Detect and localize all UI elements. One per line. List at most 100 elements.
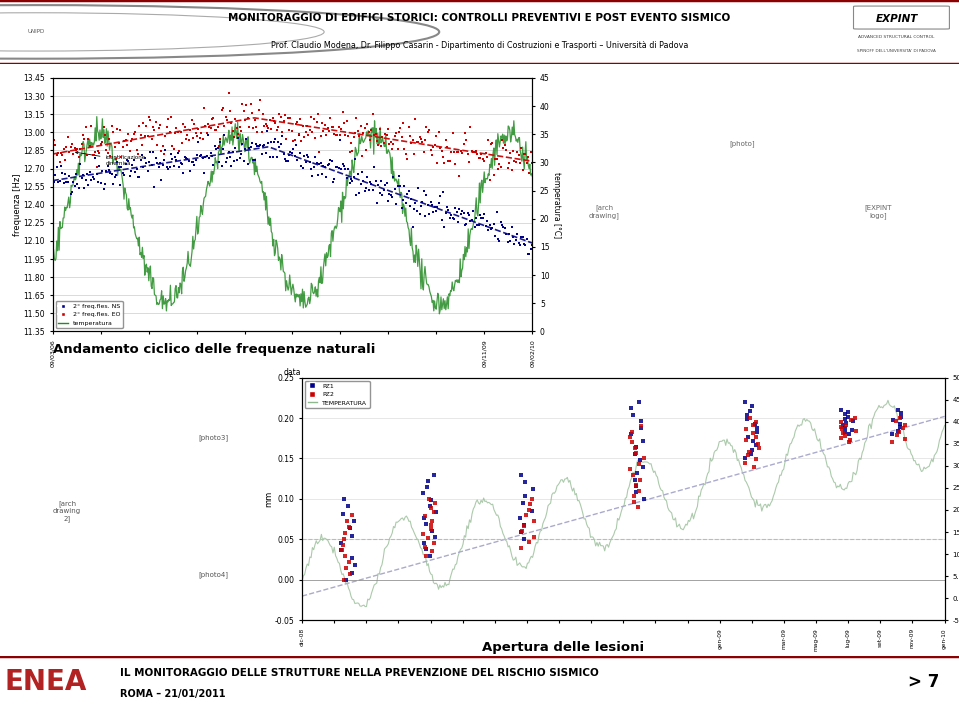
Point <box>422 124 437 135</box>
Point <box>458 218 474 230</box>
Point <box>414 196 430 208</box>
Point <box>130 171 146 182</box>
Point <box>631 396 646 408</box>
Point <box>160 164 175 175</box>
Point <box>457 127 473 138</box>
Point <box>302 157 317 168</box>
Point <box>460 148 476 160</box>
Point <box>504 164 520 176</box>
Point <box>477 155 492 167</box>
Point <box>457 220 473 231</box>
Point <box>67 180 82 191</box>
Point <box>410 137 426 148</box>
Point <box>362 184 377 195</box>
Point <box>338 551 353 562</box>
Point <box>313 130 328 142</box>
Point <box>64 138 80 150</box>
Point <box>255 140 270 151</box>
Point <box>433 215 449 226</box>
Point <box>475 153 490 164</box>
Point <box>484 222 500 233</box>
Text: [photo]: [photo] <box>729 140 755 147</box>
Point <box>442 155 457 167</box>
Point <box>309 117 324 128</box>
Point <box>424 502 439 513</box>
Point <box>378 128 393 140</box>
Text: [arch
drawing]: [arch drawing] <box>589 205 620 219</box>
Point <box>258 147 273 159</box>
Point <box>273 139 289 150</box>
Point <box>296 150 312 162</box>
Point <box>162 161 177 172</box>
Point <box>109 123 125 135</box>
Point <box>522 167 537 179</box>
Point <box>46 134 61 145</box>
Point <box>128 166 143 177</box>
Point <box>191 136 206 147</box>
Point <box>194 127 209 138</box>
Point <box>634 415 649 427</box>
Point <box>290 116 305 128</box>
Point <box>893 418 908 430</box>
Point <box>486 169 502 181</box>
Point <box>426 469 441 481</box>
Text: [photo3]: [photo3] <box>199 434 228 441</box>
Point <box>845 424 860 435</box>
Point <box>344 530 360 542</box>
Point <box>891 426 906 437</box>
Point <box>102 133 117 145</box>
Point <box>274 130 290 141</box>
Point <box>626 496 642 508</box>
Point <box>87 147 103 158</box>
Point <box>177 121 193 133</box>
Point <box>737 396 753 408</box>
Point <box>106 142 122 153</box>
Point <box>93 178 108 189</box>
Point <box>417 134 433 145</box>
Point <box>338 164 353 175</box>
Point <box>159 162 175 173</box>
Point <box>207 140 222 151</box>
Point <box>630 467 645 479</box>
Point <box>252 95 268 106</box>
Point <box>291 129 306 140</box>
Point <box>163 111 178 123</box>
Point <box>458 135 474 146</box>
Point <box>463 215 479 226</box>
Point <box>276 116 292 127</box>
Point <box>892 422 907 433</box>
Point <box>631 485 646 496</box>
Point <box>332 135 347 146</box>
Point <box>134 150 150 161</box>
Point <box>102 164 117 176</box>
Point <box>423 196 438 208</box>
Point <box>446 146 461 157</box>
Point <box>76 169 91 181</box>
Point <box>315 117 330 128</box>
Point <box>349 189 364 201</box>
Text: [arch
drawing
2]: [arch drawing 2] <box>53 501 82 522</box>
Point <box>258 118 273 130</box>
Point <box>357 185 372 196</box>
Point <box>448 202 463 213</box>
Point <box>414 136 430 147</box>
Point <box>339 574 354 586</box>
Point <box>366 129 382 140</box>
Point <box>56 177 71 189</box>
Point <box>248 121 264 133</box>
Point <box>95 136 110 147</box>
Point <box>402 201 417 212</box>
Point <box>81 179 96 191</box>
Point <box>78 122 93 133</box>
Text: ENEA: ENEA <box>5 669 87 696</box>
Point <box>341 177 357 189</box>
Point <box>740 431 756 442</box>
Point <box>49 162 64 173</box>
Point <box>424 546 439 557</box>
Point <box>182 165 198 177</box>
Point <box>847 413 862 424</box>
Point <box>111 162 127 173</box>
Point <box>122 145 137 156</box>
Point <box>340 501 356 512</box>
Point <box>339 115 355 126</box>
